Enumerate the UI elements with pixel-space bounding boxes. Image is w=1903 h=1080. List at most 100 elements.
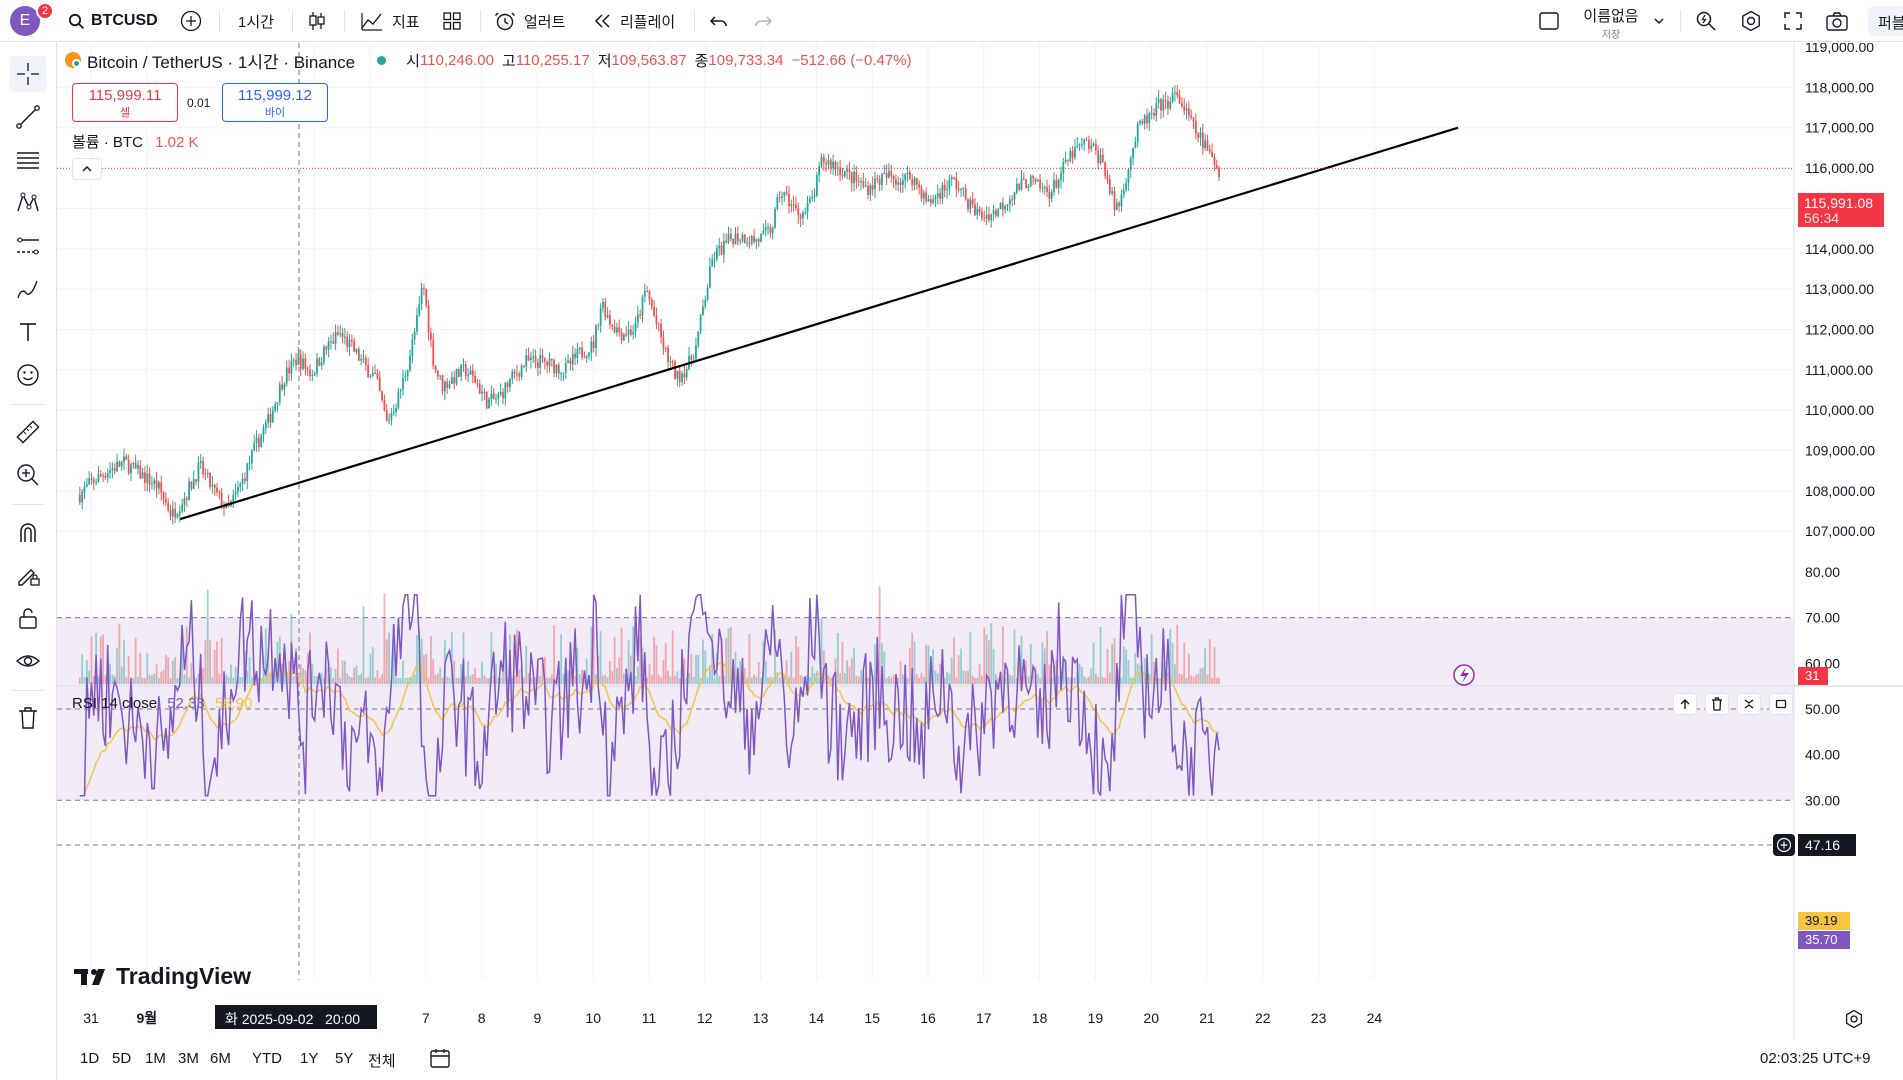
text-tool[interactable] [10, 314, 46, 350]
trendline-tool[interactable] [10, 99, 46, 135]
measure-tool[interactable] [10, 414, 46, 450]
crosshair-tool[interactable] [10, 56, 46, 92]
candle-body [1020, 178, 1023, 191]
candle-body [504, 382, 507, 399]
volume-bar [650, 675, 653, 684]
volume-bar [364, 677, 367, 684]
candle-body [885, 172, 888, 178]
range-button-1y[interactable]: 1Y [300, 1050, 319, 1067]
rsi-label[interactable]: RSI 14 close [72, 695, 158, 712]
candle-body [371, 372, 374, 377]
interval-button[interactable]: 1시간 [238, 13, 274, 31]
fullscreen-button[interactable] [1783, 8, 1803, 34]
symbol-search-button[interactable]: BTCUSD [68, 8, 158, 34]
range-button-전체[interactable]: 전체 [368, 1053, 396, 1070]
buy-button[interactable]: 115,999.12 바이 [222, 83, 328, 122]
candle-body [616, 327, 618, 333]
chart-canvas[interactable]: 119,000.00 118,000.00 117,000.00 116,000.00… [57, 43, 1903, 1040]
remove-drawings-tool[interactable] [10, 700, 46, 736]
candle-body [1167, 100, 1169, 109]
range-button-1m[interactable]: 1M [145, 1050, 166, 1067]
zoom-tool[interactable] [10, 457, 46, 493]
candle-body [888, 170, 890, 178]
sell-button[interactable]: 115,999.11 셀 [72, 83, 178, 122]
volume-bar [432, 659, 435, 684]
timezone-clock[interactable]: 02:03:25 UTC+9 [1760, 1050, 1871, 1067]
delete-pane-button[interactable] [1705, 693, 1729, 715]
volume-bar [1208, 639, 1211, 684]
layout-menu-button[interactable] [1652, 8, 1666, 34]
candle-body [871, 185, 874, 190]
compare-symbol-button[interactable] [180, 8, 202, 34]
maximize-pane-button[interactable] [1769, 693, 1793, 715]
hide-drawings-tool[interactable] [10, 643, 46, 679]
avatar[interactable]: E [10, 6, 40, 36]
settings-button[interactable] [1740, 8, 1762, 34]
range-button-5y[interactable]: 5Y [335, 1050, 354, 1067]
range-button-3m[interactable]: 3M [178, 1050, 199, 1067]
candle-body [527, 355, 530, 361]
candle-body [220, 493, 223, 508]
candle-body [204, 473, 207, 475]
chart-area[interactable]: 119,000.00 118,000.00 117,000.00 116,000.00… [57, 43, 1903, 1080]
candle-body [462, 364, 465, 366]
candle-body [325, 346, 328, 350]
stay-in-drawing-tool[interactable] [10, 557, 46, 593]
go-to-date-button[interactable] [428, 1046, 452, 1075]
quick-search-button[interactable] [1695, 8, 1717, 34]
candle-body [139, 465, 142, 479]
candle-body [1139, 121, 1141, 124]
publish-button[interactable]: 퍼블 [1868, 6, 1903, 36]
layout-name-button[interactable]: 이름없음 저장 [1580, 5, 1642, 41]
range-button-6m[interactable]: 6M [210, 1050, 231, 1067]
magnet-tool[interactable] [10, 514, 46, 550]
volume-bar [1155, 677, 1158, 684]
pattern-tool[interactable] [10, 185, 46, 221]
range-button-5d[interactable]: 5D [112, 1050, 132, 1067]
replay-button[interactable]: 리플레이 [592, 8, 675, 34]
symbol-title[interactable]: Bitcoin / TetherUS · 1시간 · Binance [87, 52, 356, 72]
layout-toggle-button[interactable] [1538, 8, 1560, 34]
smile-icon [17, 364, 39, 386]
forecast-tool[interactable] [10, 228, 46, 264]
volume-bar [1004, 677, 1007, 684]
candle-body [434, 365, 437, 371]
candle-body [550, 358, 553, 361]
emoji-tool[interactable] [10, 357, 46, 393]
volume-bar [1194, 675, 1197, 684]
chart-type-button[interactable] [306, 8, 328, 34]
candle-body [492, 393, 495, 399]
alert-button[interactable]: 얼러트 [494, 8, 565, 34]
range-button-ytd[interactable]: YTD [252, 1050, 282, 1067]
add-alert-plus-button[interactable] [1773, 834, 1795, 856]
move-pane-up-button[interactable] [1673, 693, 1697, 715]
undo-button[interactable] [709, 8, 729, 34]
volume-bar [97, 676, 100, 684]
indicators-button[interactable]: 지표 [360, 8, 420, 34]
volume-bar [495, 663, 497, 684]
volume-bar [402, 660, 404, 684]
volume-bar [988, 640, 990, 684]
volume-bar [85, 660, 88, 684]
volume-bar [1139, 665, 1141, 684]
collapse-legend-button[interactable] [72, 158, 102, 180]
fib-tool[interactable] [10, 142, 46, 178]
candle-body [278, 384, 281, 403]
candle-body [111, 468, 114, 471]
last-price-badge: 115,991.08 56:34 [1798, 193, 1884, 227]
collapse-pane-button[interactable] [1737, 693, 1761, 715]
candle-body [1099, 154, 1102, 164]
time-axis-settings-button[interactable] [1844, 1009, 1864, 1034]
range-button-1d[interactable]: 1D [80, 1050, 100, 1067]
redo-button[interactable] [753, 8, 773, 34]
brush-tool[interactable] [10, 271, 46, 307]
rsi-ma-badge: 39.19 [1798, 912, 1850, 930]
lock-drawings-tool[interactable] [10, 600, 46, 636]
trendline[interactable] [179, 126, 1459, 521]
snapshot-button[interactable] [1825, 8, 1849, 34]
templates-button[interactable] [442, 8, 462, 34]
tradingview-watermark[interactable]: TradingView [74, 963, 251, 990]
candle-body [397, 391, 400, 408]
candle-body [592, 341, 595, 348]
volume-bar [116, 647, 118, 684]
